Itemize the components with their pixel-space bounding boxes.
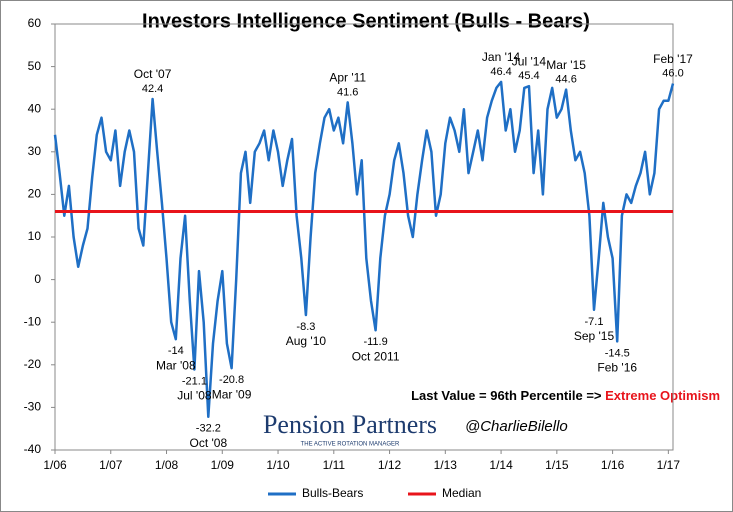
x-tick-label: 1/09 (211, 458, 235, 472)
x-tick-label: 1/11 (323, 458, 346, 472)
chart-title: Investors Intelligence Sentiment (Bulls … (142, 10, 590, 32)
x-tick-label: 1/10 (266, 458, 290, 472)
handle: @CharlieBilello (465, 418, 568, 435)
y-tick-label: -30 (24, 400, 42, 414)
y-tick-label: -40 (24, 442, 42, 456)
annotation-label: Apr '11 (329, 71, 366, 85)
series-line (53, 80, 675, 419)
annotation-label: Jul '08 (177, 389, 212, 403)
note-highlight: Extreme Optimism (605, 388, 720, 403)
note-text: Last Value = 96th Percentile => (411, 388, 602, 403)
annotation-label: Mar '09 (212, 387, 252, 401)
y-tick-label: 30 (28, 144, 42, 158)
annotation-value: -7.1 (585, 316, 604, 328)
annotation-label: Mar '15 (546, 58, 586, 72)
annotation-label: Jul '14 (512, 54, 547, 68)
annotation-value: -8.3 (296, 321, 315, 333)
note: Last Value = 96th Percentile => Extreme … (411, 388, 720, 403)
annotation-label: Sep '15 (574, 329, 615, 343)
annotation-value: -20.8 (219, 374, 244, 386)
x-tick-label: 1/17 (657, 458, 681, 472)
x-tick-label: 1/07 (99, 458, 123, 472)
logo-name: Pension Partners (263, 410, 437, 439)
annotation-value: 46.4 (490, 66, 511, 78)
annotation-value: 46.0 (662, 68, 683, 80)
x-tick-label: 1/14 (489, 458, 513, 472)
annotation-value: 41.6 (337, 86, 358, 98)
y-tick-label: 0 (34, 272, 41, 286)
annotation-label: Feb '16 (597, 361, 637, 375)
annotation-label: Mar '08 (156, 358, 196, 372)
annotation-value: 45.4 (518, 70, 539, 82)
x-tick-label: 1/06 (43, 458, 67, 472)
x-tick-label: 1/15 (545, 458, 569, 472)
annotation-value: -11.9 (363, 336, 387, 348)
annotation-label: Oct '07 (134, 67, 172, 81)
annotation-value: -21.1 (182, 375, 207, 387)
y-tick-label: -20 (24, 357, 42, 371)
legend-label: Bulls-Bears (302, 486, 363, 500)
annotation-label: Jan '14 (482, 50, 521, 64)
annotation-value: 44.6 (555, 74, 576, 86)
annotation-label: Aug '10 (286, 334, 327, 348)
y-tick-label: 60 (28, 16, 42, 30)
annotation-label: Feb '17 (653, 52, 693, 66)
legend-label: Median (442, 486, 481, 500)
annotation-value: -14.5 (605, 347, 630, 359)
logo-tagline: THE ACTIVE ROTATION MANAGER (301, 442, 400, 448)
y-tick-label: 10 (28, 229, 42, 243)
annotation-label: Oct 2011 (352, 349, 400, 363)
annotation-value: -32.2 (196, 423, 221, 435)
x-tick-label: 1/08 (155, 458, 179, 472)
x-tick-label: 1/13 (434, 458, 458, 472)
y-tick-label: -10 (24, 314, 42, 328)
x-tick-label: 1/16 (601, 458, 625, 472)
annotation-label: Oct '08 (190, 436, 228, 450)
x-tick-label: 1/12 (378, 458, 402, 472)
annotation-value: 42.4 (142, 83, 163, 95)
y-tick-label: 50 (28, 59, 42, 73)
y-tick-label: 40 (28, 101, 42, 115)
y-tick-label: 20 (28, 187, 42, 201)
annotation-value: -14 (168, 345, 184, 357)
